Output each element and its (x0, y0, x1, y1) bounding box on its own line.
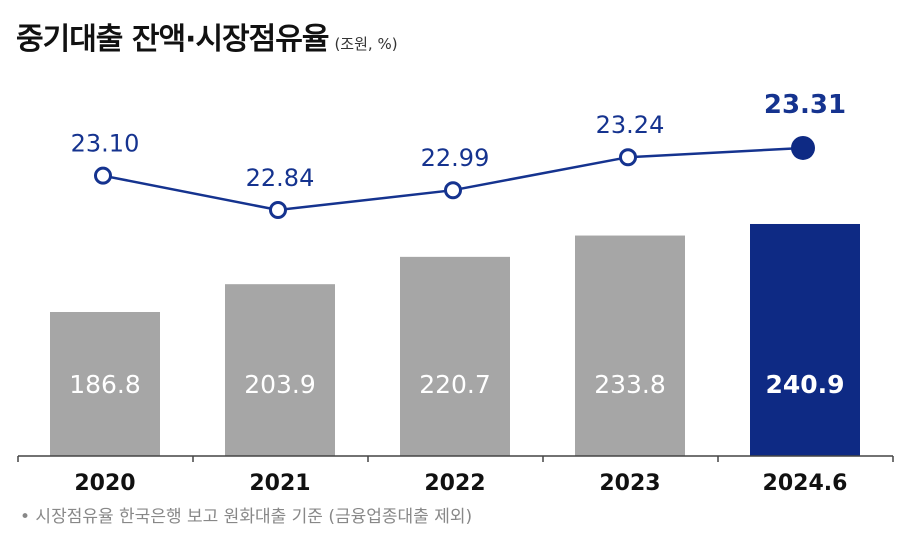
line-label: 22.84 (246, 164, 315, 192)
chart-title: 중기대출 잔액·시장점유율 (조원, %) (16, 14, 398, 58)
bar-2022 (400, 256, 510, 456)
unit-label: (조원, %) (334, 35, 398, 53)
bar-label: 240.9 (765, 370, 844, 399)
x-tick-label: 2024.6 (763, 471, 848, 496)
bar-label: 186.8 (69, 370, 141, 399)
line-label: 23.24 (596, 111, 665, 139)
bar-2021 (225, 284, 335, 456)
x-tick-label: 2023 (599, 471, 660, 496)
line-point (791, 135, 815, 160)
footnote: • 시장점유율 한국은행 보고 원화대출 기준 (금융업종대출 제외) (20, 507, 473, 527)
bar-2024.6 (750, 223, 860, 456)
x-tick-label: 2022 (424, 471, 485, 496)
bar-2023 (575, 235, 685, 456)
line-point (94, 166, 112, 185)
x-tick-label: 2020 (74, 471, 135, 496)
line-label: 23.10 (71, 130, 140, 158)
line-point (444, 181, 462, 200)
title-text: 중기대출 잔액·시장점유율 (16, 22, 329, 57)
bar-2020 (50, 312, 160, 456)
x-tick-label: 2021 (249, 471, 310, 496)
line-label: 23.31 (764, 90, 846, 120)
line-label: 22.99 (421, 144, 490, 172)
line-point (269, 201, 287, 219)
line-point (619, 148, 637, 167)
bar-label: 203.9 (244, 370, 316, 399)
bar-label: 233.8 (594, 370, 666, 399)
bar-label: 220.7 (419, 370, 491, 399)
